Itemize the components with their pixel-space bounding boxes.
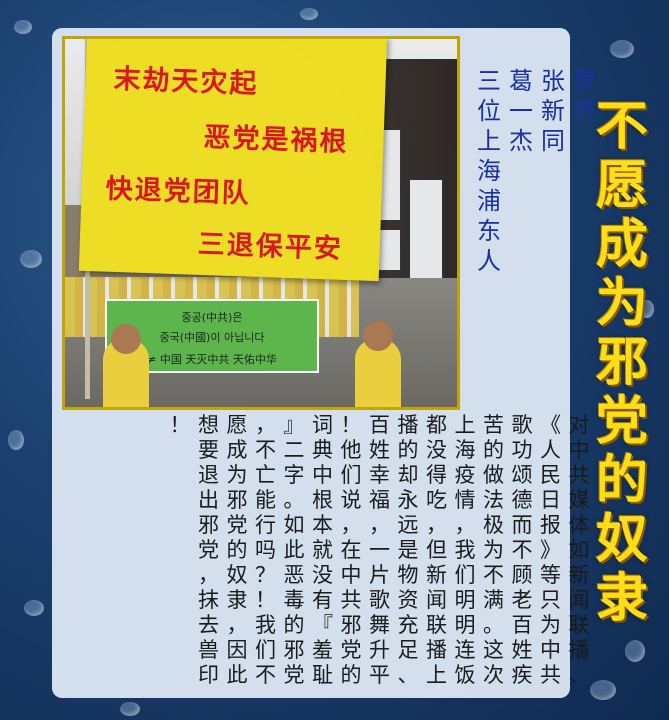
article-text-column: 苦的做法极为不满。这次: [483, 413, 504, 687]
article-text-column: 上海疫情，我们明明连饭: [454, 413, 476, 687]
banner-line: 末劫天灾起: [112, 63, 259, 100]
banner-line: 三退保平安: [197, 228, 344, 265]
article-text-column: 百姓幸福，一片歌舞升平: [369, 413, 390, 687]
article-text-column: 《人民日报》等只为中共: [540, 413, 561, 687]
green-banner-line: 중공(中共)은: [181, 311, 243, 324]
green-banner-line: ≠ 中国 天灭中共 天佑中华: [147, 353, 277, 366]
article-text-column: 想要退出邪党，抹去兽印: [198, 413, 219, 687]
protest-photo: 末劫天灾起 恶党是祸根 快退党团队 三退保平安 중공(中共)은 중국(中國)이 …: [62, 36, 460, 410]
green-banner-line: 중국(中國)이 아닙니다: [159, 331, 265, 344]
banner-line: 快退党团队: [105, 173, 252, 210]
article-text-column: 播的却永远是物资充足、: [397, 413, 419, 687]
names-column-group: 罗齐 张新同 葛一杰 三位上海浦东人: [472, 66, 602, 326]
article-text-column: 对中共媒体如新闻联播、: [568, 413, 590, 687]
article-text-column: 愿成为邪党的奴隶，因此: [226, 413, 248, 687]
name-luoqi: 罗齐: [573, 67, 597, 125]
name-zhangxintong: 张新同: [541, 67, 565, 155]
article-body: 对中共媒体如新闻联播、《人民日报》等只为中共歌功颂德而不顾老百姓疾苦的做法极为不…: [122, 413, 592, 718]
article-text-column: 歌功颂德而不顾老百姓疾: [511, 413, 533, 687]
article-text-column: 』二字。如此恶毒的邪党: [283, 413, 305, 687]
article-text-column: ！: [169, 413, 191, 437]
content-panel: 末劫天灾起 恶党是祸根 快退党团队 三退保平安 중공(中共)은 중국(中國)이 …: [52, 28, 597, 698]
people-origin: 三位上海浦东人: [477, 67, 501, 275]
article-text-column: ，不亡能行吗？！我们不: [255, 413, 276, 687]
article-text-column: 词典中根本就没有『羞耻: [312, 413, 333, 687]
page-title: 不愿成为邪党的奴隶: [595, 97, 648, 629]
name-geyijie: 葛一杰: [509, 67, 533, 155]
banner-line: 恶党是祸根: [203, 121, 349, 159]
article-text-column: ！他们说，在中共邪党的: [340, 413, 362, 687]
article-text-column: 都没得吃，但新闻联播上: [426, 413, 447, 687]
yellow-banner: 末劫天灾起 恶党是祸根 快退党团队 三退保平安: [78, 39, 388, 282]
